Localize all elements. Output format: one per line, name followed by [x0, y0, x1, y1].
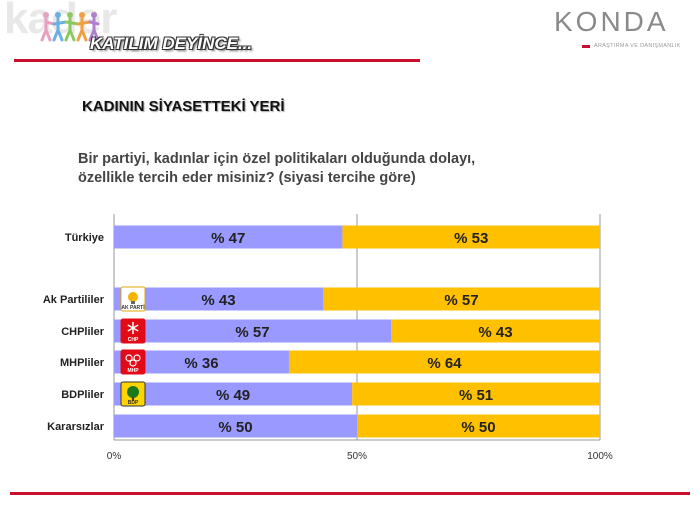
question-line-1: Bir partiyi, kadınlar için özel politika… [78, 151, 476, 167]
data-label: % 43 [201, 292, 235, 309]
bar-segment-no [322, 287, 600, 311]
data-label: % 47 [211, 230, 245, 247]
data-label: % 64 [427, 355, 462, 372]
crescent-icon [125, 354, 133, 362]
stacked-bar-chart: 0% 50% 100% Türkiye % 47 % 53 Ak Partililer % 4… [43, 214, 613, 462]
category-label: MHPliler [60, 357, 105, 369]
party-logo-text: CHP [128, 337, 139, 343]
arrow-ray-icon [127, 324, 134, 329]
party-logo-text: AK PARTİ [121, 304, 145, 311]
tree-icon [127, 386, 139, 398]
data-label: % 53 [454, 230, 488, 247]
bar-segment-no [357, 414, 600, 438]
bar-segment-yes [114, 350, 289, 374]
bottom-divider [10, 492, 690, 495]
bar-segment-yes [114, 225, 343, 249]
tagline: KATILIM DEYİNCE... [90, 34, 253, 53]
category-label: BDPliler [61, 389, 105, 401]
arrow-ray-icon [127, 327, 134, 332]
x-tick-label: 50% [347, 451, 367, 462]
bar-segment-yes [114, 382, 353, 406]
bulb-base-icon [131, 301, 135, 304]
data-label: % 50 [218, 419, 252, 436]
logo-accent-bar [582, 45, 590, 48]
data-label: % 43 [478, 324, 512, 341]
bar-segment-yes [114, 319, 392, 343]
data-label: % 57 [235, 324, 269, 341]
people-chain-icon [40, 12, 100, 42]
data-label: % 50 [461, 419, 495, 436]
bulb-icon [128, 292, 138, 302]
crescent-icon [133, 354, 141, 362]
bar-segment-yes [114, 414, 357, 438]
bar-segment-no [391, 319, 600, 343]
category-label: Kararsızlar [47, 421, 105, 433]
arrow-ray-icon [132, 324, 139, 329]
konda-logo: KONDA ARAŞTIRMA VE DANIŞMANLIK [554, 6, 694, 54]
logo-wordmark: KONDA [554, 6, 669, 37]
page-title: KADININ SİYASETTEKİ YERİ [82, 98, 285, 115]
data-label: % 49 [216, 387, 250, 404]
category-label: CHPliler [61, 326, 105, 338]
question-line-2: özellikle tercih eder misiniz? (siyasi t… [78, 170, 416, 186]
bar-segment-no [288, 350, 600, 374]
data-label: % 51 [459, 387, 493, 404]
data-label: % 36 [184, 355, 218, 372]
party-logo-text: MHP [127, 368, 139, 374]
bar-segment-no [352, 382, 600, 406]
survey-question: Bir partiyi, kadınlar için özel politika… [78, 150, 498, 188]
data-label: % 57 [444, 292, 478, 309]
party-logo-text: BDP [128, 400, 139, 406]
category-label: Ak Partililer [43, 294, 105, 306]
arrow-ray-icon [132, 327, 139, 332]
category-label: Türkiye [65, 232, 104, 244]
logo-subtitle: ARAŞTIRMA VE DANIŞMANLIK [594, 43, 681, 49]
x-tick-label: 0% [107, 451, 122, 462]
tree-trunk-icon [132, 397, 134, 401]
header: kader KATILIM DEYİNCE... KONDA ARAŞTIRMA… [0, 0, 700, 70]
bar-segment-no [342, 225, 600, 249]
top-divider [14, 59, 420, 62]
x-tick-label: 100% [587, 451, 613, 462]
bar-segment-yes [114, 287, 323, 311]
crescent-icon [129, 359, 137, 367]
